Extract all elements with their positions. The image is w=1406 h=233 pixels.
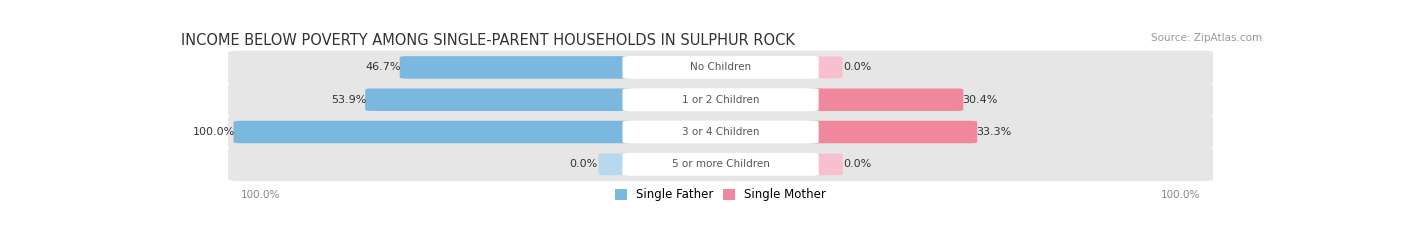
Text: 5 or more Children: 5 or more Children	[672, 159, 769, 169]
FancyBboxPatch shape	[399, 56, 638, 79]
Text: 0.0%: 0.0%	[844, 62, 872, 72]
FancyBboxPatch shape	[228, 115, 1213, 149]
FancyBboxPatch shape	[366, 89, 638, 111]
Legend: Single Father, Single Mother: Single Father, Single Mother	[614, 188, 827, 202]
Text: 100.0%: 100.0%	[242, 190, 281, 200]
FancyBboxPatch shape	[228, 51, 1213, 84]
FancyBboxPatch shape	[623, 56, 818, 79]
Text: 30.4%: 30.4%	[962, 95, 998, 105]
FancyBboxPatch shape	[804, 153, 842, 175]
FancyBboxPatch shape	[233, 121, 638, 143]
Text: 33.3%: 33.3%	[976, 127, 1011, 137]
Text: 100.0%: 100.0%	[193, 127, 235, 137]
FancyBboxPatch shape	[228, 147, 1213, 181]
FancyBboxPatch shape	[804, 57, 842, 78]
FancyBboxPatch shape	[803, 121, 977, 143]
FancyBboxPatch shape	[599, 153, 637, 175]
Text: 0.0%: 0.0%	[569, 159, 598, 169]
FancyBboxPatch shape	[623, 153, 818, 176]
Text: 53.9%: 53.9%	[330, 95, 367, 105]
FancyBboxPatch shape	[623, 120, 818, 144]
Text: 0.0%: 0.0%	[844, 159, 872, 169]
Text: 100.0%: 100.0%	[1160, 190, 1201, 200]
Text: 1 or 2 Children: 1 or 2 Children	[682, 95, 759, 105]
Text: 3 or 4 Children: 3 or 4 Children	[682, 127, 759, 137]
FancyBboxPatch shape	[803, 89, 963, 111]
Text: No Children: No Children	[690, 62, 751, 72]
FancyBboxPatch shape	[228, 83, 1213, 116]
Text: Source: ZipAtlas.com: Source: ZipAtlas.com	[1152, 33, 1263, 43]
Text: INCOME BELOW POVERTY AMONG SINGLE-PARENT HOUSEHOLDS IN SULPHUR ROCK: INCOME BELOW POVERTY AMONG SINGLE-PARENT…	[181, 33, 794, 48]
Text: 46.7%: 46.7%	[366, 62, 401, 72]
FancyBboxPatch shape	[623, 88, 818, 111]
